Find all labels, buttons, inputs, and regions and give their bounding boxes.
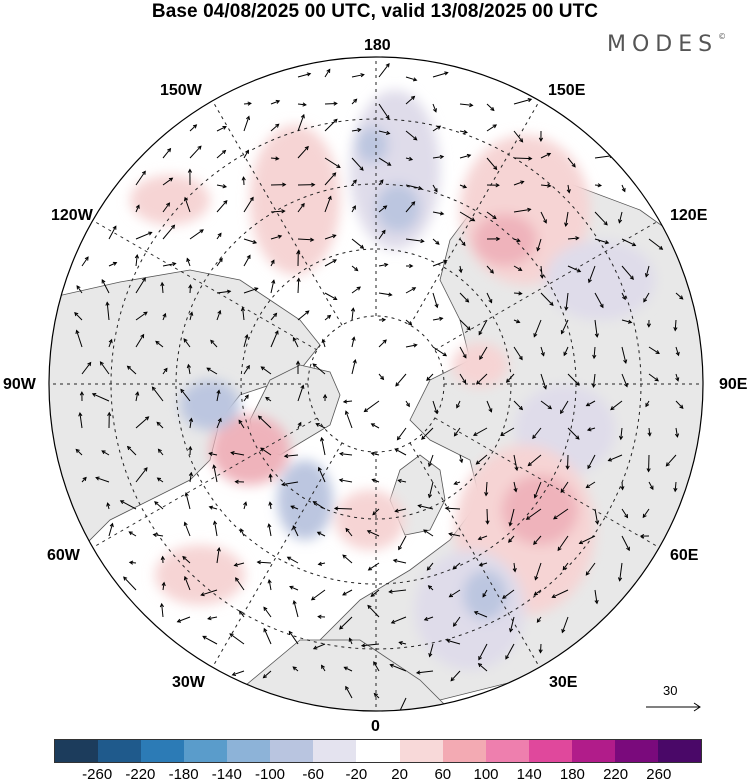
colorbar-swatch-5 — [270, 740, 313, 762]
lon-label-60w: 60W — [47, 547, 80, 565]
colorbar-ticks: -260 -220 -180 -140 -100 -60 -20 20 60 100 140 180 2… — [0, 766, 750, 784]
lon-label-90e: 90E — [719, 376, 747, 394]
colorbar-tick-label: -140 — [212, 766, 242, 783]
lon-label-120w: 120W — [51, 207, 93, 225]
anomaly-pos-gulf — [130, 175, 210, 225]
lon-label-30w: 30W — [172, 674, 205, 692]
lon-label-30e: 30E — [549, 674, 577, 692]
colorbar-swatch-7 — [356, 740, 399, 762]
reference-vector-label: 30 — [663, 683, 677, 698]
colorbar-swatch-4 — [227, 740, 270, 762]
colorbar-tick-label: 20 — [391, 766, 408, 783]
colorbar-tick-label: -20 — [346, 766, 368, 783]
colorbar-tick-label: 140 — [517, 766, 542, 783]
colorbar-swatch-2 — [141, 740, 184, 762]
colorbar-tick-label: 260 — [646, 766, 671, 783]
lon-label-90w: 90W — [3, 376, 36, 394]
anomaly-pos-atlantic — [335, 490, 405, 550]
colorbar-tick-label: 220 — [603, 766, 628, 783]
colorbar-swatch-0 — [55, 740, 98, 762]
anomaly-pos-east-siberia-core — [473, 214, 537, 266]
colorbar-tick-label: 60 — [434, 766, 451, 783]
anomaly-neg-iceland — [277, 460, 333, 540]
lon-label-0: 0 — [371, 718, 380, 736]
lon-label-60e: 60E — [670, 547, 698, 565]
lon-label-180: 180 — [364, 37, 391, 55]
colorbar-tick-label: -220 — [125, 766, 155, 783]
colorbar-swatch-8 — [400, 740, 443, 762]
colorbar-swatch-3 — [184, 740, 227, 762]
colorbar-swatch-11 — [529, 740, 572, 762]
colorbar-tick-label: -260 — [82, 766, 112, 783]
colorbar-swatch-9 — [443, 740, 486, 762]
colorbar-swatch-12 — [572, 740, 615, 762]
colorbar-swatch-6 — [313, 740, 356, 762]
anomaly-pos-north-atlantic — [155, 545, 245, 605]
colorbar-swatch-10 — [486, 740, 529, 762]
anomaly-neg-core-1 — [376, 184, 420, 232]
anomaly-pos-pacific — [250, 125, 340, 275]
lon-label-150w: 150W — [160, 82, 202, 100]
colorbar-swatch-13 — [615, 740, 658, 762]
lon-label-150e: 150E — [548, 82, 585, 100]
anomaly-neg-hudson — [180, 380, 240, 430]
colorbar-tick-label: -180 — [169, 766, 199, 783]
colorbar-tick-label: -100 — [255, 766, 285, 783]
colorbar-tick-label: 100 — [473, 766, 498, 783]
colorbar-swatch-14 — [658, 740, 701, 762]
colorbar-tick-label: 180 — [560, 766, 585, 783]
colorbar-tick-label: -60 — [302, 766, 324, 783]
colorbar — [54, 739, 702, 763]
reference-vector — [646, 703, 700, 711]
lon-label-120e: 120E — [670, 207, 707, 225]
colorbar-swatch-1 — [98, 740, 141, 762]
